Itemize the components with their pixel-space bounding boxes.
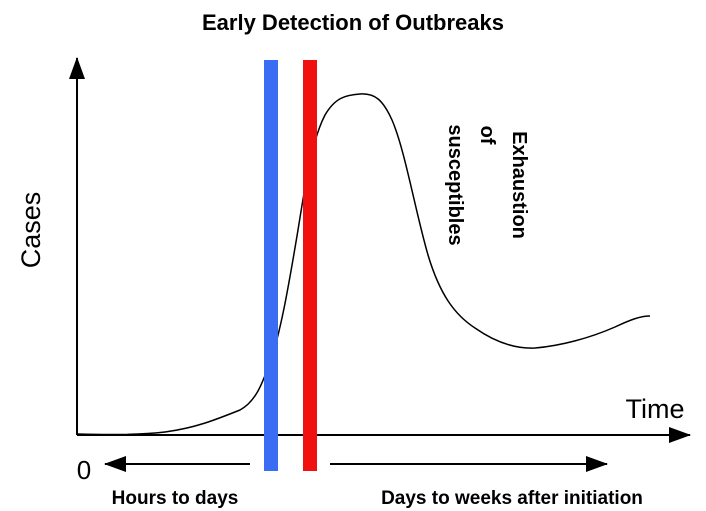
red-detection-line [303,60,317,471]
left-label: Hours to days [112,488,239,509]
y-axis-label: Cases [16,192,46,269]
annotation-line: susceptibles [444,124,466,245]
title: Early Detection of Outbreaks [202,10,504,35]
right-label: Days to weeks after initiation [381,488,643,509]
origin-label: 0 [77,455,91,485]
annotation-line: Exhaustion [508,131,530,239]
x-axis-label: Time [626,394,685,424]
annotation: Exhaustion of susceptibles [444,124,530,245]
annotation-line: of [476,126,498,145]
epidemic-curve [77,93,651,436]
blue-detection-line [264,60,278,471]
